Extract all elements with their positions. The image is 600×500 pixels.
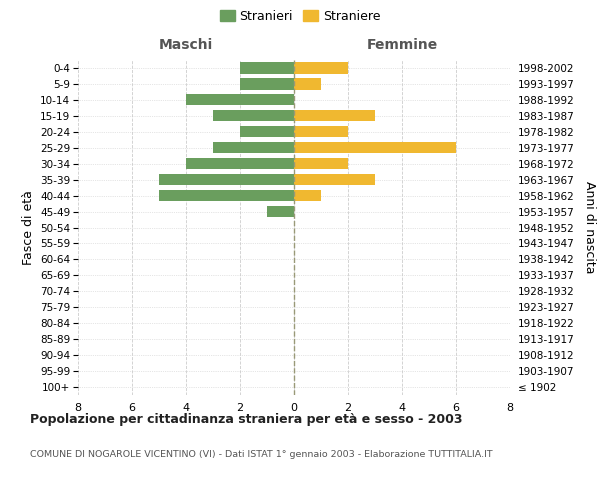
Text: Popolazione per cittadinanza straniera per età e sesso - 2003: Popolazione per cittadinanza straniera p… xyxy=(30,412,463,426)
Bar xyxy=(213,142,294,154)
Bar xyxy=(294,174,375,185)
Bar xyxy=(186,158,294,170)
Bar xyxy=(294,190,321,201)
Bar xyxy=(294,158,348,170)
Bar xyxy=(240,62,294,74)
Bar xyxy=(159,190,294,201)
Bar xyxy=(267,206,294,217)
Bar xyxy=(240,78,294,90)
Y-axis label: Fasce di età: Fasce di età xyxy=(22,190,35,265)
Bar xyxy=(240,126,294,138)
Text: Maschi: Maschi xyxy=(159,38,213,52)
Bar xyxy=(213,110,294,122)
Bar xyxy=(294,78,321,90)
Bar xyxy=(159,174,294,185)
Bar xyxy=(294,110,375,122)
Bar xyxy=(294,142,456,154)
Bar xyxy=(294,62,348,74)
Y-axis label: Anni di nascita: Anni di nascita xyxy=(583,181,596,274)
Text: COMUNE DI NOGAROLE VICENTINO (VI) - Dati ISTAT 1° gennaio 2003 - Elaborazione TU: COMUNE DI NOGAROLE VICENTINO (VI) - Dati… xyxy=(30,450,493,459)
Text: Femmine: Femmine xyxy=(367,38,437,52)
Bar xyxy=(186,94,294,106)
Legend: Stranieri, Straniere: Stranieri, Straniere xyxy=(216,6,384,26)
Bar xyxy=(294,126,348,138)
